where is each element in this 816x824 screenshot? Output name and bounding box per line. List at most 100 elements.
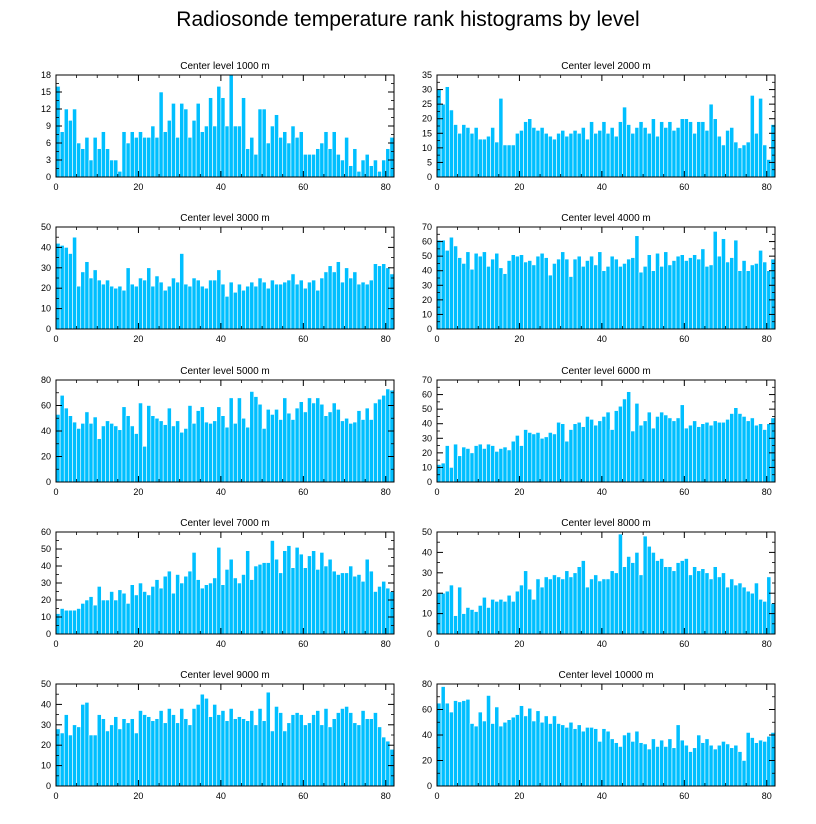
bar	[101, 718, 106, 787]
bar	[523, 715, 528, 787]
bar	[580, 730, 586, 787]
bar	[754, 424, 759, 483]
bar	[323, 708, 329, 787]
bar	[754, 263, 759, 330]
bar	[688, 257, 693, 330]
bar	[134, 594, 139, 635]
bar	[199, 406, 205, 483]
panel-title: Center level 2000 m	[561, 61, 651, 72]
bar	[377, 398, 382, 483]
bar	[461, 446, 467, 483]
bar	[531, 433, 537, 483]
bar	[80, 148, 86, 178]
bar	[663, 414, 669, 483]
bar	[477, 443, 483, 483]
bar	[762, 601, 768, 635]
bar	[646, 545, 652, 635]
bar	[651, 552, 656, 635]
bar	[294, 407, 300, 483]
bar	[121, 131, 127, 178]
bar	[679, 560, 685, 635]
bar	[88, 734, 94, 787]
bar	[257, 708, 263, 787]
y-tick-label: 0	[46, 781, 51, 791]
bar	[733, 407, 739, 483]
bar	[696, 121, 702, 178]
bar	[166, 570, 172, 635]
bar	[175, 420, 180, 483]
bar	[385, 587, 391, 635]
bar	[389, 273, 395, 330]
bar	[543, 576, 549, 635]
y-tick-label: 60	[422, 390, 432, 400]
bar	[440, 686, 446, 787]
bar	[327, 726, 333, 787]
bar	[708, 103, 714, 178]
bar	[523, 570, 528, 635]
bar	[352, 148, 358, 178]
bar	[220, 97, 226, 178]
bar	[560, 423, 566, 483]
bar	[274, 558, 279, 635]
bar	[630, 741, 636, 787]
bar	[187, 724, 193, 787]
bar	[270, 414, 275, 483]
bar	[498, 267, 504, 330]
bar	[261, 562, 267, 635]
bar	[725, 743, 730, 787]
bar	[453, 245, 458, 330]
bar	[368, 279, 374, 330]
bar	[758, 599, 763, 635]
bar	[105, 730, 110, 787]
bar	[733, 141, 739, 178]
y-tick-label: 10	[41, 304, 51, 314]
bar	[593, 132, 599, 178]
bar	[290, 125, 296, 178]
bar	[195, 279, 201, 330]
bar	[506, 719, 512, 787]
y-tick-label: 35	[422, 70, 432, 80]
bar	[216, 546, 222, 635]
bar	[125, 415, 131, 483]
bar	[725, 419, 730, 483]
bar	[449, 236, 454, 330]
bar	[498, 599, 504, 635]
bar	[282, 397, 288, 483]
bar	[179, 431, 185, 483]
bar	[92, 269, 98, 330]
bar	[515, 132, 520, 178]
y-tick-label: 0	[46, 477, 51, 487]
bar	[510, 144, 516, 178]
bar	[651, 118, 656, 178]
bar	[96, 279, 102, 330]
bar	[552, 263, 557, 330]
bar	[449, 584, 454, 635]
bar	[758, 739, 763, 787]
y-tick-label: 10	[422, 309, 432, 319]
bar	[663, 746, 669, 787]
bar	[270, 125, 275, 178]
bar	[261, 428, 267, 483]
bar	[770, 258, 776, 330]
bar	[613, 572, 619, 635]
bar	[253, 724, 259, 787]
x-tick-label: 0	[434, 182, 439, 192]
bar	[179, 103, 185, 178]
bar	[191, 120, 197, 178]
bar	[298, 279, 304, 330]
y-tick-label: 12	[41, 104, 51, 114]
bar	[490, 127, 496, 178]
bar	[762, 144, 768, 178]
bar	[486, 607, 491, 635]
bar	[278, 572, 284, 635]
bar	[444, 86, 450, 178]
bar	[303, 287, 308, 330]
bar	[377, 171, 382, 178]
bar	[630, 430, 636, 483]
bar	[618, 405, 623, 483]
bar	[216, 406, 222, 483]
bar	[506, 594, 512, 635]
bar	[162, 575, 168, 635]
bar	[519, 254, 524, 330]
bar	[609, 127, 615, 178]
